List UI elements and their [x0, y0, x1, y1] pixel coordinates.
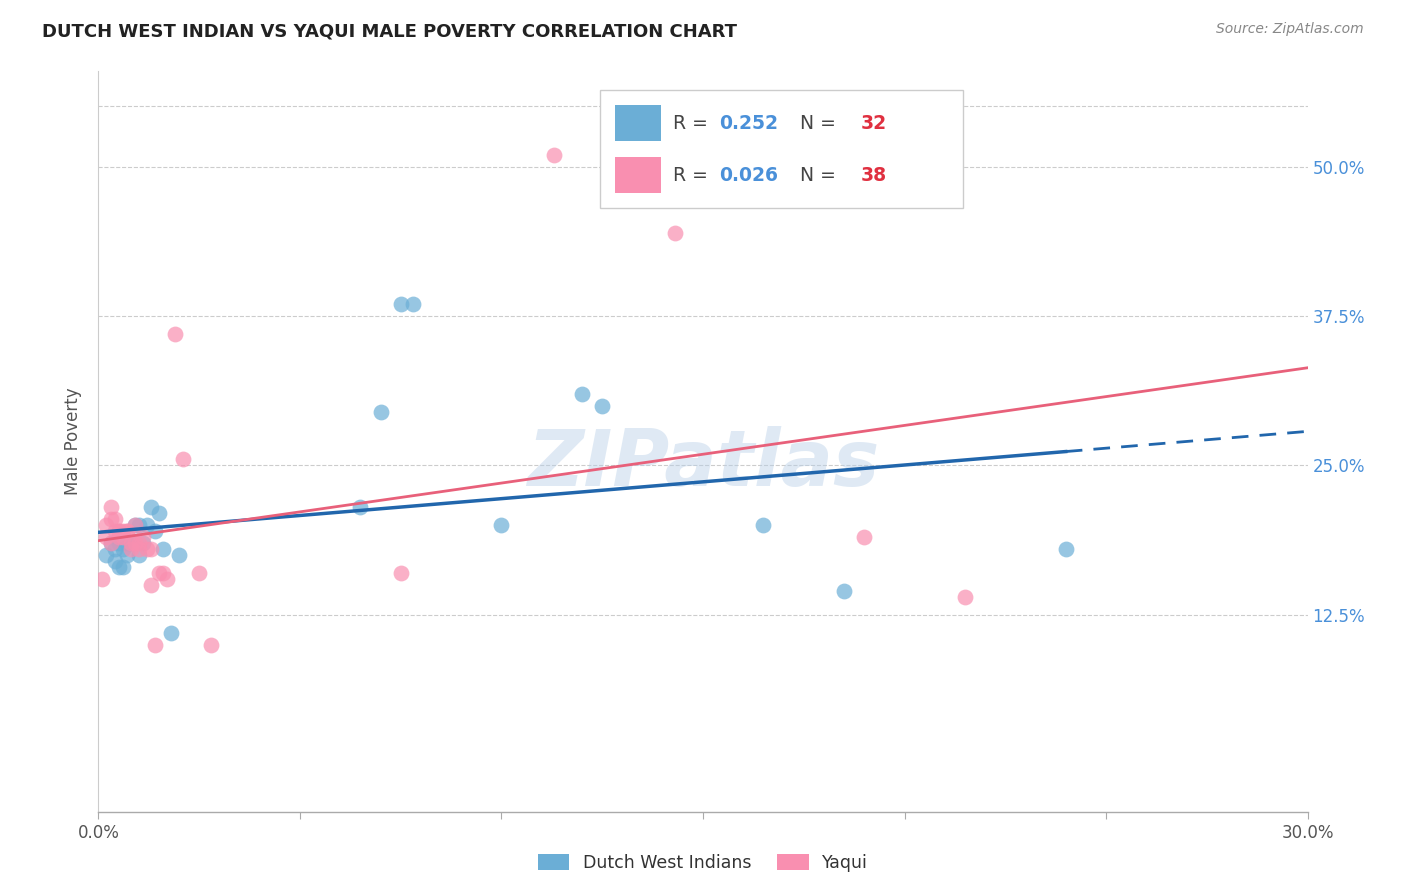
Point	[139, 541, 162, 556]
Text: 32: 32	[860, 113, 886, 133]
Point	[120, 536, 142, 550]
Point	[349, 500, 371, 515]
Point	[491, 518, 513, 533]
Point	[124, 536, 146, 550]
Point	[135, 518, 157, 533]
Point	[115, 524, 138, 538]
Point	[107, 560, 129, 574]
Point	[853, 530, 876, 544]
Text: 0.252: 0.252	[718, 113, 778, 133]
Point	[107, 530, 129, 544]
Text: DUTCH WEST INDIAN VS YAQUI MALE POVERTY CORRELATION CHART: DUTCH WEST INDIAN VS YAQUI MALE POVERTY …	[42, 22, 737, 40]
Point	[148, 566, 170, 580]
Point	[107, 524, 129, 538]
FancyBboxPatch shape	[614, 105, 661, 141]
Point	[402, 297, 425, 311]
Text: Source: ZipAtlas.com: Source: ZipAtlas.com	[1216, 22, 1364, 37]
FancyBboxPatch shape	[614, 157, 661, 193]
Point	[148, 506, 170, 520]
Point	[103, 541, 125, 556]
Point	[591, 399, 613, 413]
Point	[139, 578, 162, 592]
Text: R =: R =	[672, 113, 714, 133]
Text: ZIPatlas: ZIPatlas	[527, 425, 879, 502]
Point	[143, 638, 166, 652]
Point	[96, 548, 118, 562]
Point	[135, 541, 157, 556]
Text: 0.026: 0.026	[718, 166, 778, 185]
Point	[115, 548, 138, 562]
Text: 38: 38	[860, 166, 886, 185]
Point	[100, 512, 122, 526]
Point	[953, 590, 976, 604]
Point	[96, 530, 118, 544]
Point	[139, 500, 162, 515]
Point	[188, 566, 211, 580]
Point	[543, 148, 565, 162]
Point	[389, 297, 412, 311]
Point	[111, 560, 134, 574]
Text: N =: N =	[787, 113, 842, 133]
Point	[128, 541, 150, 556]
Point	[664, 226, 686, 240]
Point	[160, 625, 183, 640]
Point	[152, 541, 174, 556]
Point	[752, 518, 775, 533]
Legend: Dutch West Indians, Yaqui: Dutch West Indians, Yaqui	[530, 847, 876, 879]
Text: N =: N =	[787, 166, 842, 185]
Point	[172, 452, 194, 467]
Point	[152, 566, 174, 580]
Point	[132, 530, 155, 544]
Point	[124, 518, 146, 533]
Point	[100, 500, 122, 515]
Text: R =: R =	[672, 166, 714, 185]
Point	[132, 536, 155, 550]
Point	[107, 536, 129, 550]
Point	[91, 572, 114, 586]
FancyBboxPatch shape	[600, 90, 963, 209]
Point	[200, 638, 222, 652]
Point	[167, 548, 190, 562]
Point	[115, 524, 138, 538]
Point	[143, 524, 166, 538]
Point	[100, 536, 122, 550]
Point	[111, 530, 134, 544]
Point	[111, 524, 134, 538]
Point	[103, 524, 125, 538]
Point	[120, 536, 142, 550]
Point	[103, 554, 125, 568]
Point	[128, 518, 150, 533]
Point	[1054, 541, 1077, 556]
Point	[370, 405, 392, 419]
Point	[100, 536, 122, 550]
Point	[107, 524, 129, 538]
Point	[571, 386, 593, 401]
Point	[124, 518, 146, 533]
Point	[163, 327, 186, 342]
Point	[128, 536, 150, 550]
Point	[115, 536, 138, 550]
Point	[389, 566, 412, 580]
Point	[103, 512, 125, 526]
Y-axis label: Male Poverty: Male Poverty	[65, 388, 83, 495]
Point	[96, 518, 118, 533]
Point	[111, 541, 134, 556]
Point	[120, 541, 142, 556]
Point	[832, 583, 855, 598]
Point	[156, 572, 179, 586]
Point	[128, 548, 150, 562]
